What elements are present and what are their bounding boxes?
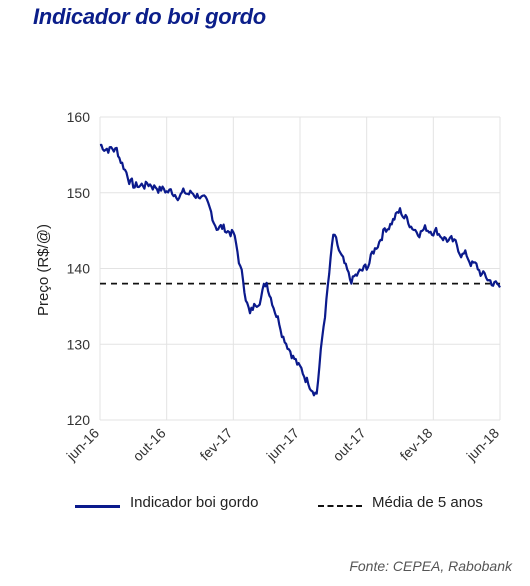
y-axis-label: Preço (R$/@) bbox=[35, 224, 52, 316]
x-tick-label: jun-17 bbox=[263, 425, 303, 465]
y-tick-label: 130 bbox=[67, 336, 91, 352]
gridlines bbox=[99, 116, 501, 421]
y-tick-label: 140 bbox=[67, 261, 91, 277]
x-tick-label: out-17 bbox=[329, 425, 369, 465]
legend-item-series: Indicador boi gordo bbox=[130, 494, 259, 511]
y-tick-label: 150 bbox=[67, 185, 91, 201]
y-axis-ticks: 120 130 140 150 160 bbox=[67, 109, 91, 428]
chart-title: Indicador do boi gordo bbox=[33, 4, 266, 29]
boi-gordo-series-line bbox=[99, 143, 501, 397]
y-tick-label: 120 bbox=[67, 412, 91, 428]
x-tick-label: fev-18 bbox=[397, 425, 436, 464]
x-tick-label: jun-18 bbox=[463, 425, 503, 465]
y-tick-label: 160 bbox=[67, 109, 91, 125]
x-tick-label: fev-17 bbox=[197, 425, 236, 464]
x-tick-label: out-16 bbox=[129, 425, 169, 465]
legend-item-reference: Média de 5 anos bbox=[372, 494, 483, 511]
source-note: Fonte: CEPEA, Rabobank bbox=[349, 558, 512, 574]
x-axis-ticks: jun-16 out-16 fev-17 jun-17 out-17 fev-18 jun-… bbox=[63, 425, 503, 465]
legend-swatch-reference bbox=[318, 505, 362, 507]
x-tick-label: jun-16 bbox=[63, 425, 103, 465]
legend-swatch-series bbox=[75, 505, 120, 508]
